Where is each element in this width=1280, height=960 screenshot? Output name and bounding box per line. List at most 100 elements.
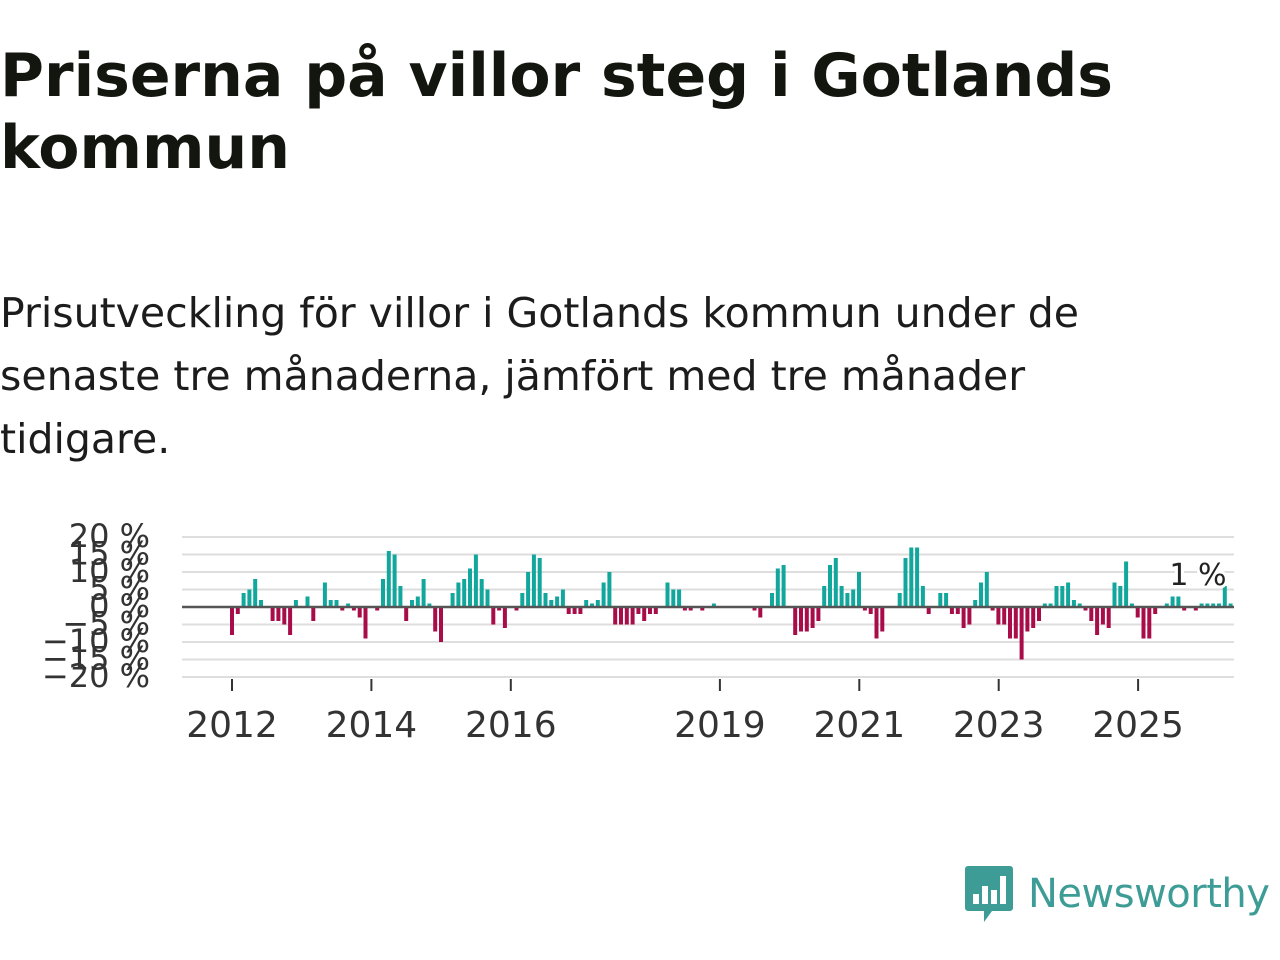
bar-negative: [688, 607, 693, 611]
bar-chart: 20 %15 %10 %5 %0 %−5 %−10 %−15 %−20 % 20…: [42, 517, 1234, 745]
bar-positive: [938, 593, 943, 607]
bar-negative: [1019, 607, 1024, 660]
bar-positive: [775, 568, 780, 607]
bar-negative: [874, 607, 879, 639]
bar-negative: [282, 607, 287, 625]
bar-negative: [375, 607, 380, 611]
bar-negative: [642, 607, 647, 621]
bar-positive: [833, 558, 838, 607]
bar-negative: [810, 607, 815, 628]
bar-negative: [1031, 607, 1036, 628]
bar-negative: [491, 607, 496, 625]
bar-positive: [607, 572, 612, 607]
bar-positive: [909, 547, 914, 607]
bar-positive: [456, 582, 461, 607]
bar-negative: [613, 607, 618, 625]
bar-negative: [1013, 607, 1018, 639]
bar-negative: [1008, 607, 1012, 639]
bar-positive: [915, 547, 920, 607]
bar-negative: [636, 607, 641, 614]
bar-positive: [979, 582, 983, 607]
bar-positive: [1170, 596, 1175, 607]
bar-positive: [665, 582, 670, 607]
bar-negative: [700, 607, 705, 611]
bar-positive: [851, 589, 856, 607]
bar-negative: [497, 607, 502, 611]
bar-positive: [259, 600, 263, 607]
bar-positive: [468, 568, 472, 607]
bar-negative: [578, 607, 583, 614]
newsworthy-logo-icon: [965, 866, 1013, 922]
bar-negative: [363, 607, 368, 639]
bar-negative: [816, 607, 821, 621]
bar-positive: [485, 589, 490, 607]
bar-positive: [1054, 586, 1059, 607]
bar-positive: [828, 565, 832, 607]
bar-negative: [1135, 607, 1140, 618]
bar-positive: [253, 579, 258, 607]
bar-positive: [845, 593, 850, 607]
bar-negative: [1037, 607, 1041, 621]
bar-negative: [996, 607, 1001, 625]
bar-positive: [1118, 586, 1123, 607]
bar-positive: [857, 572, 861, 607]
bar-positive: [671, 589, 676, 607]
bar-positive: [427, 603, 432, 607]
bar-positive: [1112, 582, 1117, 607]
bar-positive: [897, 593, 902, 607]
bar-negative: [270, 607, 275, 621]
y-tick-label: −15 %: [42, 640, 150, 678]
bar-positive: [1205, 603, 1210, 607]
bar-negative: [793, 607, 798, 635]
bar-positive: [305, 596, 310, 607]
bar-negative: [1153, 607, 1158, 614]
bar-positive: [822, 586, 827, 607]
bar-negative: [880, 607, 885, 632]
bar-positive: [1164, 603, 1169, 607]
bar-positive: [526, 572, 531, 607]
y-tick-label: 5 %: [89, 570, 150, 608]
bar-positive: [920, 586, 925, 607]
bar-positive: [386, 551, 391, 607]
bar-negative: [682, 607, 687, 611]
bar-negative: [357, 607, 362, 618]
bar-positive: [450, 593, 455, 607]
x-axis: 2012 2014 2016 2019 2021 2023 2025: [186, 679, 1184, 745]
bar-positive: [677, 589, 682, 607]
bar-positive: [520, 593, 525, 607]
bar-negative: [1089, 607, 1094, 621]
bar-negative: [862, 607, 867, 611]
bar-negative: [624, 607, 629, 625]
annotation: 1 %: [1166, 555, 1229, 596]
bar-positive: [531, 554, 536, 607]
bar-negative: [619, 607, 623, 625]
bar-negative: [1141, 607, 1146, 639]
y-axis: 20 %15 %10 %5 %0 %−5 %−10 %−15 %−20 %: [42, 517, 150, 695]
bar-negative: [572, 607, 577, 614]
bar-negative: [967, 607, 972, 625]
bar-negative: [648, 607, 652, 614]
bar-positive: [944, 593, 949, 607]
bar-positive: [973, 600, 978, 607]
bar-positive: [1071, 600, 1076, 607]
bar-positive: [770, 593, 774, 607]
bar-negative: [961, 607, 966, 628]
page-subtitle: Prisutveckling för villor i Gotlands kom…: [0, 289, 1079, 463]
bar-positive: [479, 579, 484, 607]
bar-positive: [334, 600, 339, 607]
bar-positive: [584, 600, 589, 607]
bar-positive: [1217, 603, 1221, 607]
x-tick-label: 2023: [953, 705, 1045, 745]
bar-positive: [1176, 596, 1181, 607]
bar-negative: [1095, 607, 1100, 635]
bar-positive: [984, 572, 989, 607]
bar-negative: [630, 607, 635, 625]
y-tick-label: 0 %: [89, 587, 150, 625]
bar-positive: [711, 603, 716, 607]
bar-negative: [439, 607, 443, 642]
bar-positive: [1066, 582, 1071, 607]
bar-positive: [1077, 603, 1082, 607]
bar-negative: [235, 607, 240, 614]
bar-positive: [555, 596, 560, 607]
bar-positive: [328, 600, 333, 607]
